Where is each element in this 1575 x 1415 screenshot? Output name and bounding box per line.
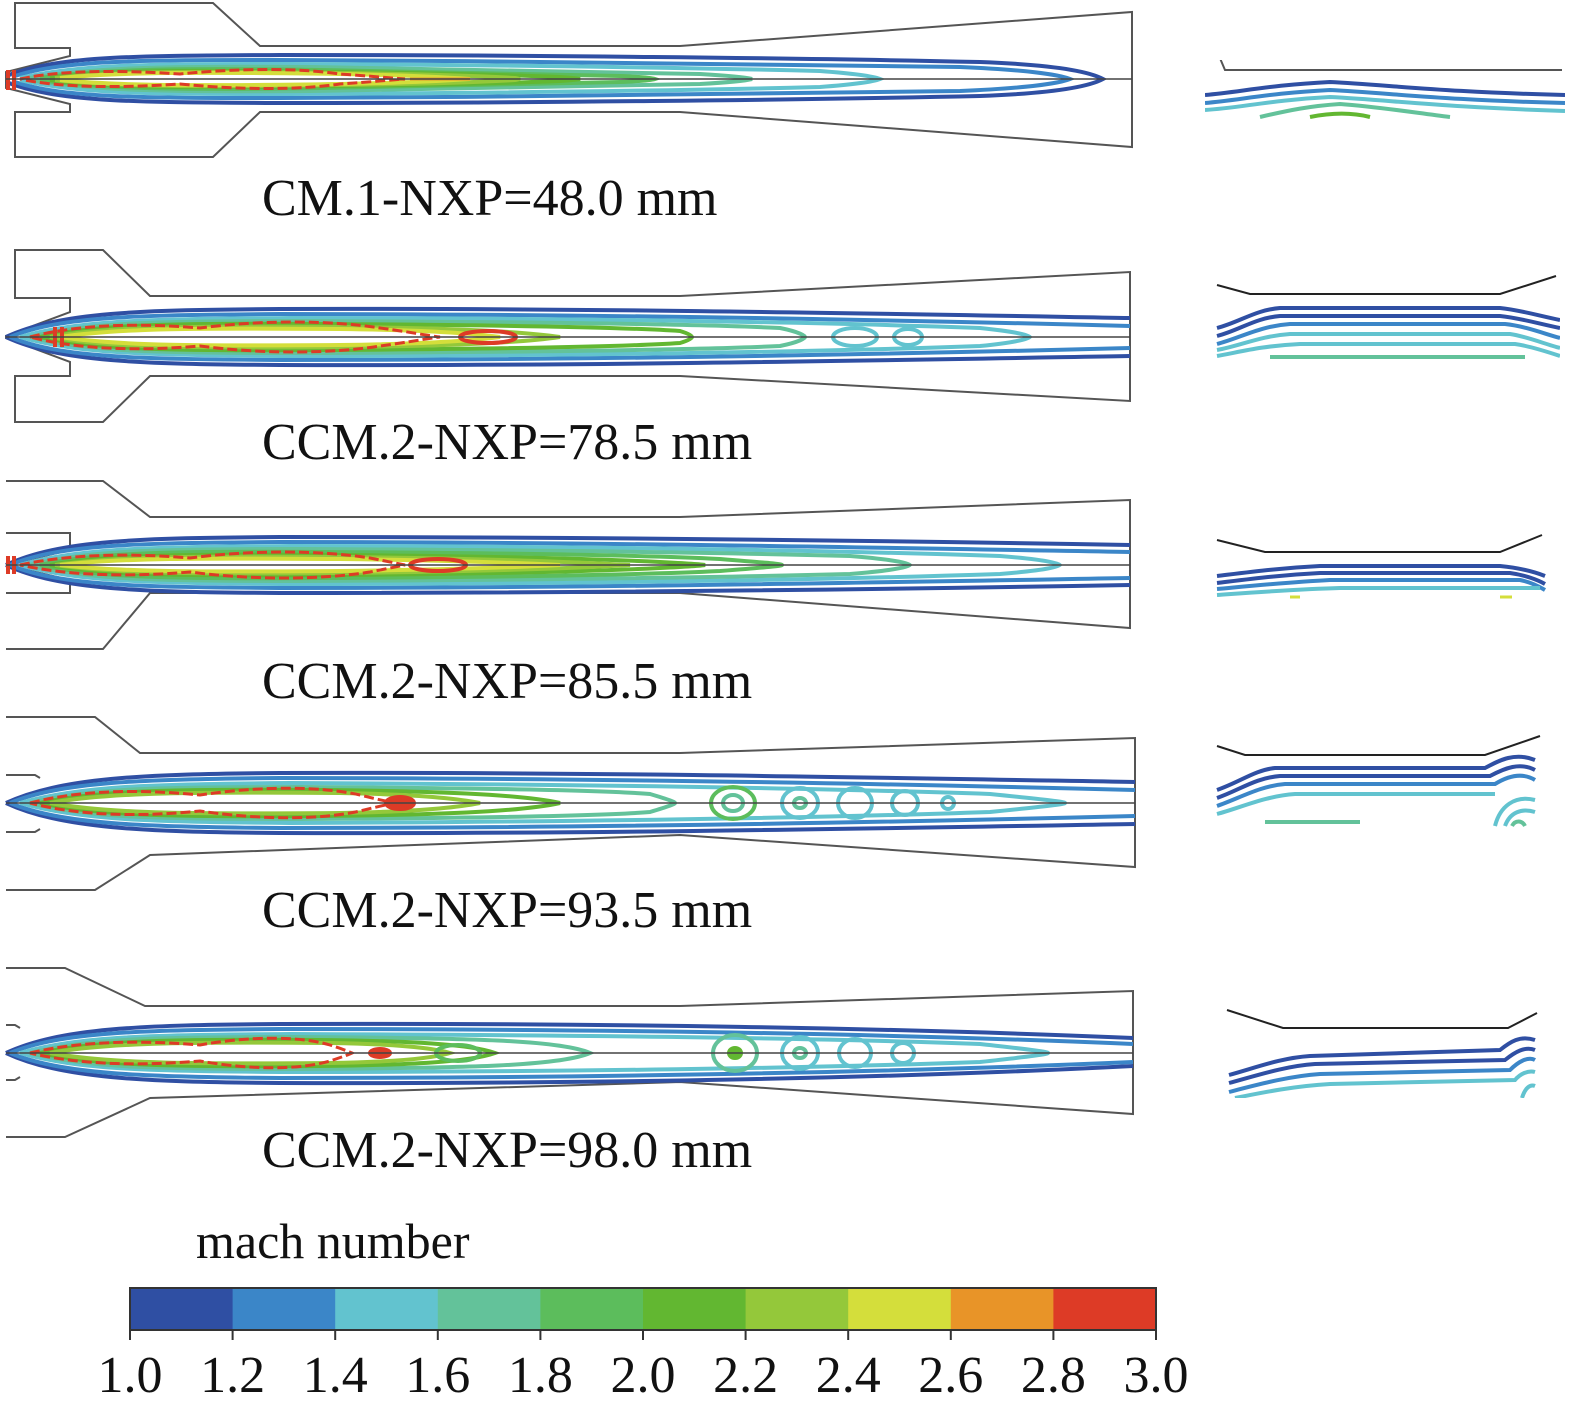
colorbar-swatch	[1053, 1288, 1157, 1330]
colorbar-swatch	[848, 1288, 952, 1330]
colorbar-tick-label: 1.0	[98, 1347, 163, 1404]
nozzle-outline	[5, 1, 1133, 158]
detail-panel-1	[1205, 60, 1565, 119]
caption-case-1: CM.1-NXP=48.0 mm	[262, 170, 717, 227]
nozzle-panel-1	[5, 1, 1133, 158]
detail-panel-4	[1216, 735, 1541, 828]
colorbar-tick-label: 2.2	[713, 1347, 778, 1404]
nozzle-panel-3	[5, 480, 1131, 650]
caption-case-3: CCM.2-NXP=85.5 mm	[262, 653, 752, 710]
colorbar-tick-label: 2.4	[816, 1347, 881, 1404]
nozzle-panel-4	[5, 716, 1136, 891]
colorbar-swatch	[335, 1288, 439, 1330]
colorbar-tick-label: 1.6	[405, 1347, 470, 1404]
caption-case-5: CCM.2-NXP=98.0 mm	[262, 1122, 752, 1179]
colorbar-tick-label: 2.0	[611, 1347, 676, 1404]
colorbar-tick-label: 2.6	[918, 1347, 983, 1404]
caption-case-4: CCM.2-NXP=93.5 mm	[262, 882, 752, 939]
detail-panel-2	[1216, 275, 1560, 359]
nozzle-panel-5	[5, 967, 1134, 1138]
colorbar-swatch	[130, 1288, 234, 1330]
caption-case-2: CCM.2-NXP=78.5 mm	[262, 414, 752, 471]
detail-panel-5	[1226, 1009, 1538, 1098]
colorbar-swatch	[745, 1288, 849, 1330]
colorbar: mach number 1.0 1.2 1.4 1.6 1.8 2.0 2.2 2.4 2.6 2…	[98, 1213, 1189, 1404]
nozzle-outline	[5, 249, 1131, 423]
colorbar-swatch	[232, 1288, 336, 1330]
colorbar-swatch	[437, 1288, 541, 1330]
colorbar-swatch	[950, 1288, 1054, 1330]
colorbar-tick-label: 1.2	[200, 1347, 265, 1404]
colorbar-title: mach number	[196, 1213, 470, 1269]
colorbar-tick-label: 3.0	[1124, 1347, 1189, 1404]
colorbar-swatch	[540, 1288, 644, 1330]
colorbar-swatches	[130, 1288, 1157, 1330]
colorbar-ticks: 1.0 1.2 1.4 1.6 1.8 2.0 2.2 2.4 2.6 2.8 3.0	[98, 1330, 1189, 1404]
colorbar-tick-label: 2.8	[1021, 1347, 1086, 1404]
colorbar-tick-label: 1.4	[303, 1347, 368, 1404]
nozzle-panel-2	[5, 249, 1131, 423]
detail-panel-3	[1216, 534, 1547, 599]
colorbar-tick-label: 1.8	[508, 1347, 573, 1404]
colorbar-swatch	[643, 1288, 747, 1330]
